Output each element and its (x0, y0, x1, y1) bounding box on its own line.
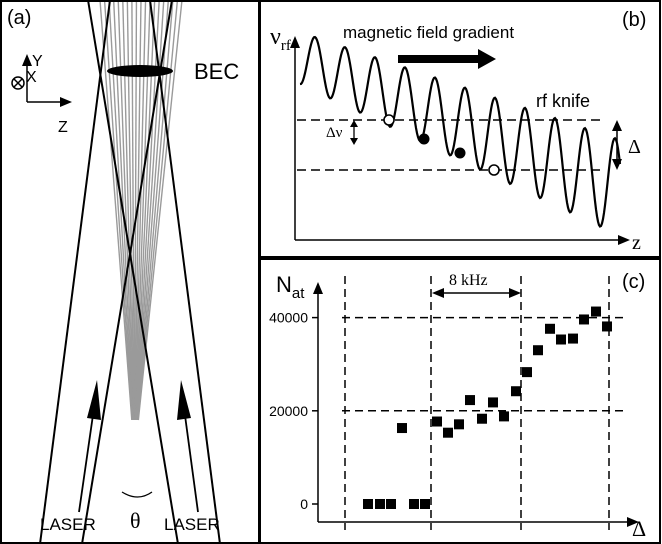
axis-y-label: Y (32, 53, 43, 70)
beam-right-inner-edge (149, 2, 221, 542)
data-point (443, 427, 453, 438)
laser-right-label: LASER (164, 515, 220, 534)
z-arrowhead-icon (60, 97, 72, 107)
n-axis-label: Nat (276, 272, 305, 302)
z-axis-arrowhead-icon (618, 235, 630, 245)
panel-b-label: (b) (622, 9, 646, 31)
fringe-line (99, 2, 133, 421)
laser-arrow-left-head-icon (87, 380, 101, 420)
delta-nu-label: Δν (326, 125, 343, 141)
angle-arc (121, 491, 153, 498)
open-circle-marker (488, 164, 500, 176)
data-point (522, 367, 532, 378)
data-point (386, 499, 396, 509)
bec-cloud (107, 65, 173, 77)
data-point (545, 323, 555, 334)
delta-axis-arrowhead-icon (627, 517, 639, 527)
panel-b-frame (259, 0, 661, 258)
data-point (602, 321, 612, 332)
axis-z-label: Z (58, 119, 68, 136)
panel-b: (b) νrf z magnetic field gradient rf kni… (259, 0, 661, 258)
data-point (499, 411, 509, 422)
filled-circle-marker (454, 147, 466, 159)
data-point (533, 345, 543, 356)
laser-arrow-right (183, 407, 199, 513)
data-point (397, 423, 407, 434)
rf-knife-label: rf knife (536, 91, 590, 111)
laser-left-label: LASER (40, 515, 96, 534)
coordinate-system: Y X Z (11, 53, 72, 136)
data-point (591, 306, 601, 317)
data-point (454, 419, 464, 430)
gradient-arrow-icon (398, 49, 496, 69)
data-point (568, 333, 578, 344)
data-point (363, 499, 373, 509)
beam-left-outer-edge (87, 2, 179, 542)
panel-c-frame (259, 258, 661, 544)
nu-axis-label: νrf (270, 24, 291, 54)
span-8khz-label: 8 kHz (449, 272, 488, 289)
data-point (511, 386, 521, 397)
z-axis-label: z (632, 232, 641, 254)
delta-axis-label: Δ (632, 516, 646, 541)
delta-label: Δ (628, 136, 641, 158)
panel-a-label: (a) (7, 7, 31, 29)
nu-axis-arrowhead-icon (290, 36, 300, 48)
data-point (409, 499, 419, 509)
fringe-line (136, 2, 169, 421)
data-point (556, 334, 566, 345)
beam-right-outer-edge (81, 2, 173, 542)
data-point (477, 413, 487, 424)
data-point (579, 314, 589, 325)
y-tick-label: 20000 (269, 403, 308, 419)
laser-arrow-right-head-icon (177, 380, 191, 420)
x-into-page-icon (11, 76, 25, 90)
gradient-label: magnetic field gradient (343, 23, 514, 42)
potential-curve (299, 35, 622, 228)
axis-x-label: X (26, 69, 37, 86)
delta-arrowheads-icon (612, 120, 622, 170)
nat-chart: 0 20000 40000 (269, 276, 639, 530)
beam-left-inner-edge (39, 2, 111, 542)
open-circle-marker (383, 114, 395, 126)
y-arrowhead-icon (22, 54, 32, 66)
data-point (375, 499, 385, 509)
y-tick-label: 40000 (269, 310, 308, 326)
nat-axis-arrowhead-icon (313, 282, 323, 294)
data-point (432, 416, 442, 427)
bec-label: BEC (194, 59, 239, 84)
y-tick-label: 0 (300, 496, 308, 512)
theta-label: θ (130, 508, 141, 533)
filled-circle-marker (418, 133, 430, 145)
panel-c-label: (c) (622, 271, 645, 293)
laser-arrow-left (78, 407, 95, 513)
panel-c: (c) Nat Δ 8 kHz 0 20000 40000 (259, 258, 661, 544)
data-point (488, 397, 498, 408)
data-point (420, 499, 430, 509)
data-point (465, 395, 475, 406)
panel-a: (a) BEC Y X Z LASER LASER θ (0, 0, 260, 544)
